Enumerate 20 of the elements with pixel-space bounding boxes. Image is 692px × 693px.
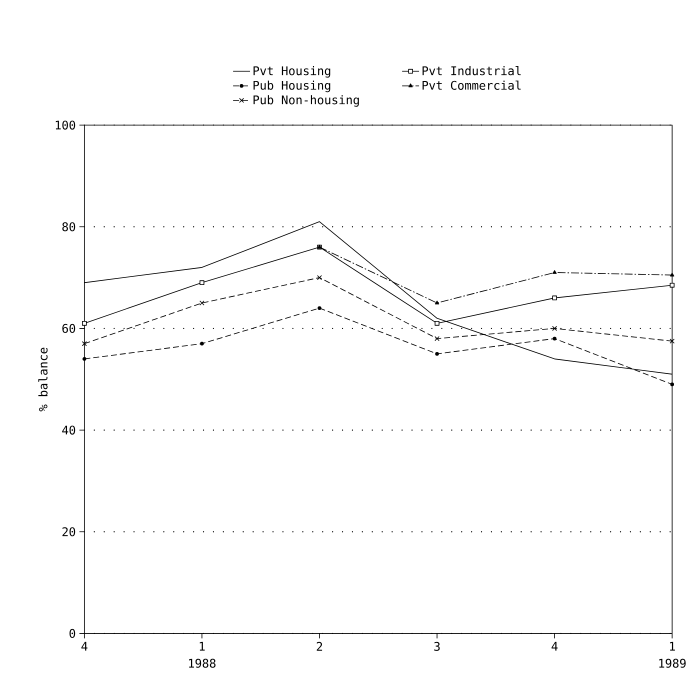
x-tick-label: 4 [552,642,558,651]
x-tick-label: 3 [434,642,440,651]
x-tick-label: 4 [81,642,88,651]
y-tick-label: 80 [62,222,76,232]
legend-label: Pvt Housing [254,66,330,78]
legend-label: Pub Housing [254,80,330,92]
legend-label: Pub Non-housing [254,95,359,107]
legend-label: Pvt Industrial [422,66,521,76]
x-tick-label: 1 [200,642,205,651]
y-tick-label: 40 [62,426,76,435]
y-axis-title: % balance [38,348,48,412]
x-tick-label: 1 [670,642,675,651]
x-tick-label: 2 [316,642,322,651]
y-tick-label: 20 [62,527,76,536]
y-tick-label: 60 [62,324,76,333]
text: 1988 [189,658,216,668]
text: 1989 [659,658,686,668]
y-tick-label: 100 [56,120,76,130]
legend-label: Pvt Commercial [422,80,521,90]
y-tick-label: 0 [70,628,76,638]
